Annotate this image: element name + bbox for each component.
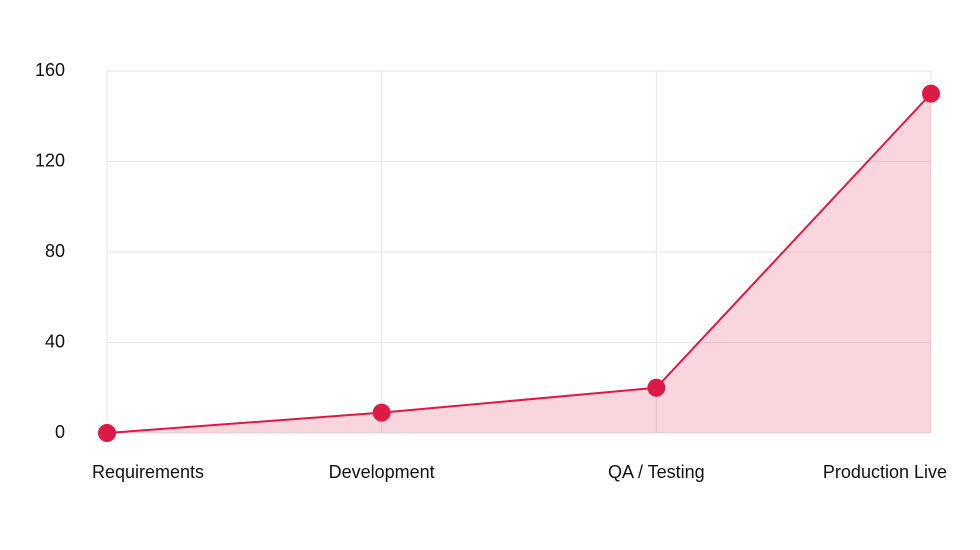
x-tick-label: Production Live	[823, 462, 947, 482]
x-tick-label: Development	[329, 462, 435, 482]
point	[372, 403, 391, 422]
area	[107, 93, 931, 433]
point	[922, 84, 940, 103]
y-tick-label: 0	[55, 422, 65, 442]
line	[106, 92, 932, 434]
y-tick-label: 120	[35, 150, 65, 170]
x-tick-label: QA / Testing	[608, 462, 705, 482]
point	[647, 378, 666, 397]
y-tick-label: 160	[35, 60, 65, 80]
y-tick-label: 40	[45, 331, 65, 351]
y-tick-label: 80	[45, 241, 65, 261]
x-tick-label: Requirements	[92, 462, 204, 482]
point	[98, 424, 116, 442]
